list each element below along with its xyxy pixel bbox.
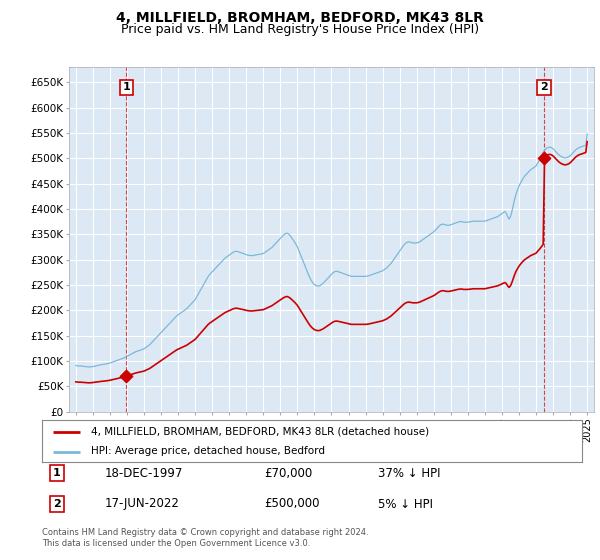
Text: Price paid vs. HM Land Registry's House Price Index (HPI): Price paid vs. HM Land Registry's House …: [121, 22, 479, 36]
Text: 2: 2: [53, 499, 61, 509]
Text: £500,000: £500,000: [264, 497, 320, 511]
Text: 2: 2: [540, 82, 548, 92]
Text: 37% ↓ HPI: 37% ↓ HPI: [378, 466, 440, 480]
Text: 5% ↓ HPI: 5% ↓ HPI: [378, 497, 433, 511]
Point: [539, 154, 548, 163]
Text: 17-JUN-2022: 17-JUN-2022: [105, 497, 180, 511]
Text: HPI: Average price, detached house, Bedford: HPI: Average price, detached house, Bedf…: [91, 446, 325, 456]
Text: Contains HM Land Registry data © Crown copyright and database right 2024.
This d: Contains HM Land Registry data © Crown c…: [42, 528, 368, 548]
Text: 18-DEC-1997: 18-DEC-1997: [105, 466, 184, 480]
Text: 1: 1: [53, 468, 61, 478]
Text: 4, MILLFIELD, BROMHAM, BEDFORD, MK43 8LR: 4, MILLFIELD, BROMHAM, BEDFORD, MK43 8LR: [116, 12, 484, 26]
Point: [121, 372, 131, 381]
Text: 1: 1: [122, 82, 130, 92]
Text: 4, MILLFIELD, BROMHAM, BEDFORD, MK43 8LR (detached house): 4, MILLFIELD, BROMHAM, BEDFORD, MK43 8LR…: [91, 427, 429, 437]
Text: £70,000: £70,000: [264, 466, 312, 480]
